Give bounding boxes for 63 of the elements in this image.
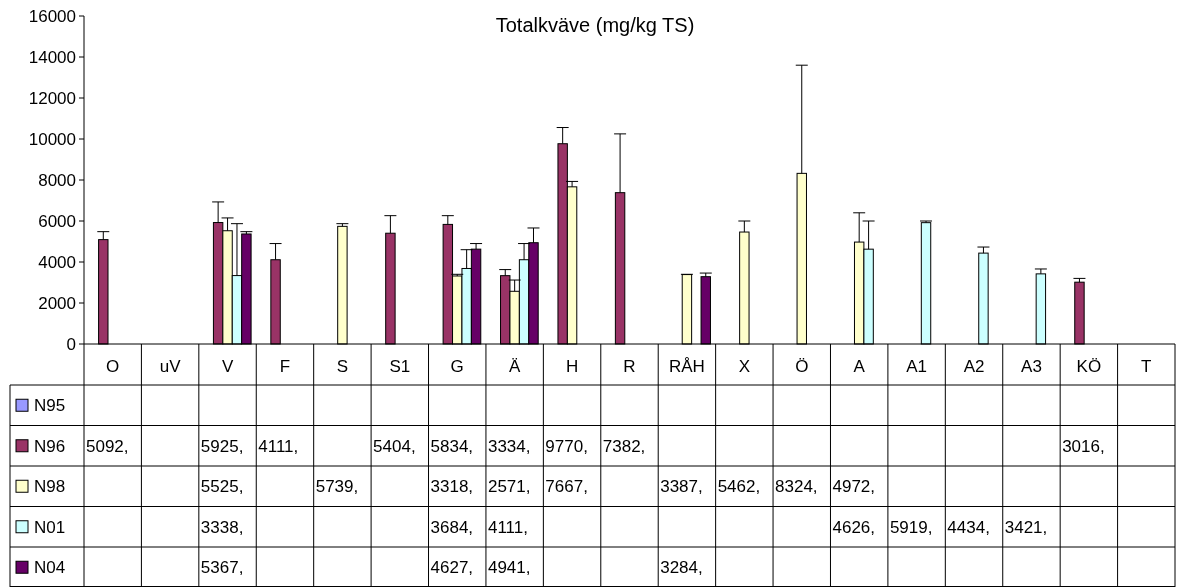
x-tick-label: G: [450, 356, 464, 376]
data-label: 3338,: [200, 517, 244, 537]
data-label: 4972,: [832, 477, 876, 497]
x-tick-label: A: [853, 356, 866, 376]
x-tick-label: Ä: [508, 356, 521, 376]
y-tick-label: 0: [66, 334, 76, 354]
x-tick-label: Ö: [795, 356, 809, 376]
x-tick-label: R: [623, 356, 636, 376]
data-label: 3318,: [430, 477, 474, 497]
data-label: 3334,: [487, 436, 531, 456]
x-tick-label: A1: [906, 356, 927, 376]
data-label: 4434,: [947, 517, 990, 537]
y-tick-label: 16000: [28, 6, 76, 26]
y-tick-label: 2000: [38, 293, 76, 313]
data-label: 2571,: [487, 477, 531, 497]
y-tick-label: 4000: [38, 252, 76, 272]
x-tick-label: KÖ: [1076, 356, 1102, 376]
data-label: 7382,: [602, 436, 646, 456]
data-label: 5919,: [889, 517, 933, 537]
data-label: 3284,: [660, 558, 703, 578]
legend-label: N98: [34, 477, 66, 497]
chart-title: Totalkväve (mg/kg TS): [495, 14, 695, 36]
x-tick-label: H: [565, 356, 579, 376]
y-tick-label: 12000: [28, 88, 76, 108]
data-label: 4111,: [258, 436, 299, 456]
data-label: 5834,: [430, 436, 474, 456]
x-tick-label: S: [336, 356, 349, 376]
y-tick-label: 10000: [28, 129, 76, 149]
data-label: 5525,: [200, 477, 244, 497]
x-tick-label: A3: [1021, 356, 1042, 376]
x-tick-label: A2: [963, 356, 985, 376]
legend-label: N04: [34, 558, 66, 578]
data-label: 3421,: [1004, 517, 1048, 537]
x-tick-label: uV: [159, 356, 182, 376]
legend-label: N95: [34, 396, 66, 416]
x-tick-label: F: [279, 356, 291, 376]
x-tick-label: O: [106, 356, 120, 376]
data-label: 5404,: [373, 436, 416, 456]
x-tick-label: S1: [389, 356, 411, 376]
data-label: 5739,: [315, 477, 359, 497]
legend-label: N01: [34, 517, 66, 537]
data-label: 3016,: [1062, 436, 1105, 456]
data-label: 5367,: [200, 558, 244, 578]
data-label: 5925,: [200, 436, 244, 456]
data-label: 3387,: [660, 477, 703, 497]
y-tick-label: 6000: [38, 211, 76, 231]
data-label: 4627,: [430, 558, 474, 578]
data-label: 4626,: [832, 517, 876, 537]
x-tick-label: V: [221, 356, 234, 376]
data-label: 4111,: [487, 517, 528, 537]
data-label: 7667,: [545, 477, 588, 497]
x-tick-label: RÅH: [668, 356, 705, 376]
data-label: 9770,: [545, 436, 588, 456]
data-label: 5462,: [717, 477, 761, 497]
legend-label: N96: [34, 436, 66, 456]
data-label: 3684,: [430, 517, 474, 537]
y-tick-label: 8000: [38, 170, 76, 190]
x-tick-label: X: [738, 356, 751, 376]
x-tick-label: T: [1141, 356, 1152, 376]
data-label: 5092,: [86, 436, 129, 456]
data-label: 4941,: [487, 558, 531, 578]
y-tick-label: 14000: [28, 47, 76, 67]
data-label: 8324,: [775, 477, 818, 497]
